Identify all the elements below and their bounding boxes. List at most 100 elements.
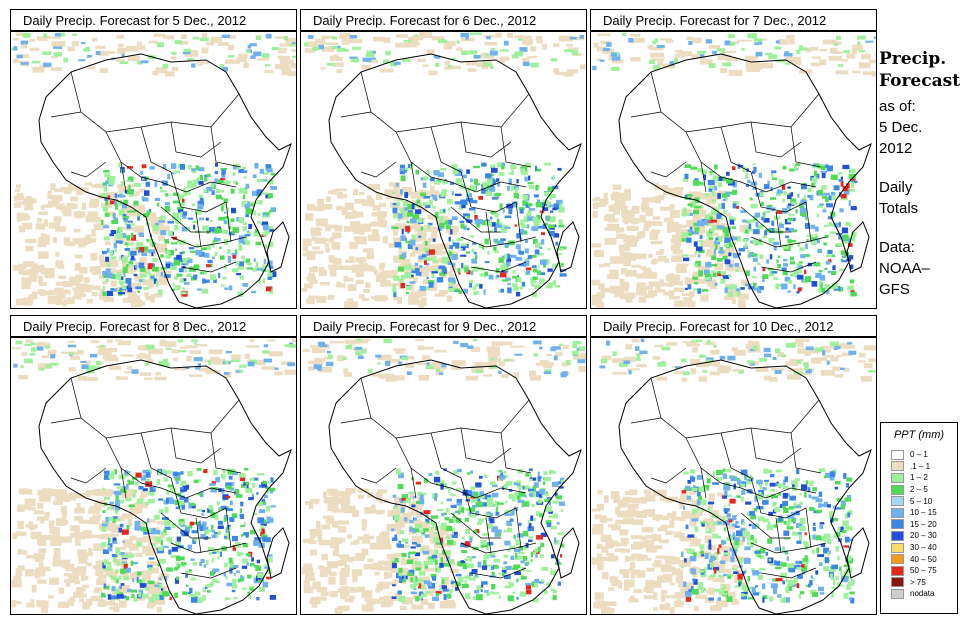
dry-cell	[795, 338, 810, 342]
precip-cell	[440, 501, 444, 505]
precip-cell	[599, 59, 605, 62]
dry-cell	[326, 224, 338, 229]
dry-cell	[76, 283, 88, 289]
dry-cell	[411, 604, 424, 610]
precip-cell	[431, 259, 439, 263]
precip-cell	[504, 254, 508, 260]
dry-cell	[451, 360, 466, 366]
precip-cell	[365, 53, 375, 57]
precip-cell	[748, 252, 755, 257]
precip-cell	[133, 273, 138, 277]
precip-cell	[174, 500, 180, 506]
dry-cell	[652, 216, 660, 220]
precip-cell	[486, 36, 491, 40]
dry-cell	[627, 368, 640, 371]
dry-cell	[412, 277, 418, 283]
precip-cell	[190, 502, 195, 507]
dry-cell	[380, 280, 388, 287]
precip-cell	[718, 250, 725, 254]
precip-cell	[488, 230, 493, 233]
dry-cell	[420, 598, 428, 605]
precip-cell	[211, 242, 215, 248]
dry-cell	[809, 46, 819, 51]
precip-cell	[237, 266, 244, 270]
precip-cell	[350, 58, 359, 63]
precip-cell	[130, 223, 135, 226]
precip-cell	[103, 236, 110, 241]
dry-cell	[91, 184, 98, 188]
precip-cell	[240, 525, 245, 528]
precip-cell	[550, 346, 557, 352]
dry-cell	[133, 225, 141, 233]
precip-cell	[434, 180, 441, 185]
precip-cell	[773, 277, 779, 280]
dry-cell	[778, 39, 789, 45]
precip-cell	[118, 474, 126, 480]
dry-cell	[362, 537, 370, 544]
precip-cell	[777, 255, 781, 258]
precip-cell	[401, 228, 404, 235]
precip-cell	[108, 473, 115, 480]
dry-cell	[688, 277, 700, 284]
precip-cell	[126, 524, 130, 530]
dry-cell	[72, 287, 82, 291]
precip-cell	[529, 474, 532, 478]
precip-cell	[197, 200, 205, 206]
precip-cell	[108, 179, 115, 185]
dry-cell	[602, 571, 609, 580]
dry-cell	[18, 201, 28, 205]
precip-cell	[422, 182, 427, 188]
dry-cell	[768, 376, 778, 382]
precip-cell	[166, 470, 172, 474]
dry-cell	[412, 247, 420, 254]
dry-cell	[325, 518, 335, 525]
dry-cell	[651, 258, 663, 262]
precip-cell	[391, 537, 398, 541]
precip-cell	[217, 530, 221, 535]
dry-cell	[332, 497, 345, 504]
coastline	[618, 53, 872, 308]
dry-cell	[819, 59, 826, 66]
precip-cell	[535, 202, 542, 208]
precip-map	[300, 337, 587, 615]
precip-cell	[572, 343, 578, 348]
dry-cell	[346, 488, 357, 494]
dry-cell	[660, 527, 667, 532]
precip-cell	[821, 172, 826, 179]
precip-cell	[433, 170, 440, 176]
precip-cell	[44, 345, 51, 349]
precip-cell	[512, 275, 518, 279]
precip-cell	[799, 45, 803, 49]
precip-cell	[361, 349, 367, 354]
precip-cell	[166, 567, 173, 572]
precip-cell	[782, 198, 785, 203]
precip-cell	[207, 590, 211, 593]
dry-cell	[174, 367, 186, 371]
precip-cell	[805, 217, 808, 221]
precip-cell	[690, 166, 698, 170]
dry-cell	[362, 248, 374, 253]
precip-cell	[516, 233, 522, 239]
dry-cell	[643, 586, 654, 593]
precip-cell	[415, 481, 421, 485]
dry-cell	[596, 543, 603, 549]
dry-cell	[340, 586, 349, 592]
precip-cell	[412, 577, 416, 584]
dry-cell	[596, 58, 602, 61]
dry-cell	[331, 242, 341, 250]
dry-cell	[21, 277, 32, 285]
precip-cell	[806, 239, 809, 242]
dry-cell	[744, 58, 756, 62]
precip-cell	[732, 253, 739, 259]
dry-cell	[672, 279, 680, 285]
precip-cell	[774, 46, 782, 50]
precip-cell	[249, 587, 254, 591]
dry-cell	[107, 489, 113, 495]
precip-cell	[209, 582, 214, 587]
precip-cell	[433, 536, 441, 543]
dry-cell	[88, 548, 93, 553]
precip-cell	[824, 224, 830, 227]
precip-cell	[227, 255, 232, 261]
precip-cell	[138, 232, 144, 237]
precip-cell	[453, 470, 459, 475]
